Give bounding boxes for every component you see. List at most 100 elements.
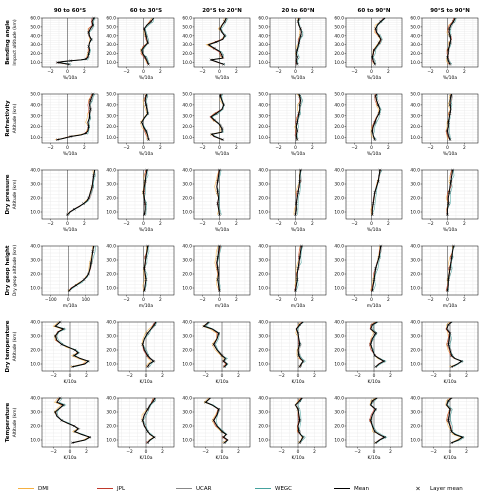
column-title: 90 to 60°S	[54, 8, 86, 14]
subplot: 10.0 20.0 30.0 40.0 50.0 60.0 −2 0 2 %/10a	[106, 16, 175, 81]
layer-mean-marker	[295, 129, 299, 133]
y-tick-label: 10.0	[410, 362, 420, 368]
row-ylabel: Altitude (km)	[12, 104, 18, 134]
x-axis-label: %/10a	[215, 75, 230, 81]
layer-mean-marker	[218, 27, 222, 31]
subplot-frame	[41, 93, 99, 144]
row-title: Refractivity	[5, 100, 11, 137]
x-tick-label: 0	[145, 373, 148, 379]
layer-mean-marker	[71, 441, 74, 445]
mean-series-line	[371, 93, 381, 140]
mean-series-line	[210, 93, 225, 141]
y-tick-label: 20.0	[410, 348, 420, 354]
layer-mean-marker	[149, 20, 153, 23]
x-axis-label: K/10a	[216, 455, 229, 461]
mean-series-line	[446, 321, 463, 368]
y-tick-label: 10.0	[334, 362, 344, 368]
layer-mean-marker	[222, 103, 226, 107]
x-tick-label: 0	[69, 373, 72, 379]
subplot: 10.0 20.0 30.0 40.0 50.0 −2 0 2 %/10a	[410, 92, 479, 157]
layer-mean-marker	[87, 125, 91, 129]
layer-mean-marker	[216, 278, 220, 281]
y-tick-label: 40.0	[334, 33, 344, 39]
layer-mean-marker	[295, 55, 299, 59]
y-tick-label: 50.0	[182, 92, 192, 98]
dmi-series-line	[371, 17, 386, 65]
y-tick-label: 30.0	[30, 410, 40, 416]
mean-series-line	[67, 169, 96, 216]
subplot-frame	[117, 17, 175, 68]
x-tick-label: 0	[218, 221, 221, 227]
layer-mean-marker	[146, 407, 150, 411]
y-tick-label: 20.0	[334, 348, 344, 354]
layer-mean-marker	[216, 202, 220, 205]
y-tick-label: 20.0	[106, 196, 116, 202]
layer-mean-marker	[446, 323, 450, 327]
layer-mean-marker	[152, 399, 155, 403]
y-tick-label: 10.0	[106, 60, 116, 66]
layer-mean-marker	[144, 94, 148, 98]
layer-mean-marker	[374, 94, 378, 98]
x-tick-label: −2	[427, 69, 434, 75]
layer-mean-marker	[88, 107, 92, 111]
layer-mean-marker	[374, 331, 378, 335]
y-tick-label: 20.0	[182, 196, 192, 202]
x-axis-label: m/10a	[63, 303, 78, 309]
subplot-frame	[193, 93, 251, 144]
layer-mean-marker	[369, 419, 373, 422]
subplot: 10.0 20.0 30.0 40.0 −2 0 2 K/10a	[334, 396, 403, 461]
y-tick-label: 30.0	[30, 258, 40, 264]
dmi-series-line	[294, 245, 301, 291]
y-tick-label: 40.0	[30, 33, 40, 39]
mean-series-line	[446, 17, 456, 65]
layer-mean-marker	[448, 407, 452, 411]
layer-mean-marker	[446, 129, 449, 133]
x-tick-label: 0	[446, 297, 449, 303]
x-tick-label: −2	[351, 297, 358, 303]
dmi-series-line	[53, 397, 90, 444]
layer-mean-marker	[373, 191, 377, 194]
legend-label: JPL	[116, 486, 126, 492]
x-tick-label: −2	[427, 221, 434, 227]
y-tick-label: 10.0	[258, 362, 268, 368]
x-tick-label: 0	[294, 297, 297, 303]
layer-mean-marker	[298, 179, 302, 183]
subplot-frame	[193, 169, 251, 220]
y-tick-label: 50.0	[410, 92, 420, 98]
layer-mean-marker	[448, 62, 452, 66]
x-axis-label: %/10a	[291, 227, 306, 233]
x-tick-label: 0	[142, 69, 145, 75]
y-tick-label: 30.0	[106, 258, 116, 264]
layer-mean-marker	[297, 354, 301, 357]
layer-mean-marker	[297, 430, 301, 433]
y-tick-label: 30.0	[334, 410, 344, 416]
x-tick-label: −2	[430, 373, 437, 379]
layer-mean-marker	[210, 132, 214, 136]
layer-mean-marker	[72, 207, 76, 211]
y-tick-label: 40.0	[334, 102, 344, 108]
y-tick-label: 40.0	[106, 244, 116, 250]
wegc-series-line	[143, 169, 149, 215]
y-tick-label: 40.0	[258, 244, 268, 250]
layer-mean-marker	[298, 343, 302, 346]
x-tick-label: 2	[159, 69, 162, 75]
subplot-frame	[345, 93, 403, 144]
legend-label: WEGC	[275, 486, 292, 492]
x-tick-label: −2	[50, 449, 57, 455]
y-tick-label: 40.0	[334, 396, 344, 402]
y-tick-label: 20.0	[182, 124, 192, 130]
layer-mean-marker	[373, 354, 377, 357]
layer-mean-marker	[376, 103, 380, 107]
layer-mean-marker	[146, 441, 150, 445]
layer-mean-marker	[67, 62, 71, 66]
x-tick-label: −2	[126, 449, 133, 455]
x-tick-label: 2	[83, 221, 86, 227]
y-tick-label: 10.0	[106, 210, 116, 216]
subplot: 10.0 20.0 30.0 40.0 −2 0 2 K/10a	[30, 396, 99, 461]
y-tick-label: 50.0	[258, 24, 268, 30]
y-tick-label: 20.0	[30, 51, 40, 57]
x-tick-label: −2	[123, 69, 130, 75]
layer-mean-marker	[62, 403, 65, 407]
ucar-series-line	[142, 17, 155, 65]
wegc-series-line	[370, 321, 387, 368]
